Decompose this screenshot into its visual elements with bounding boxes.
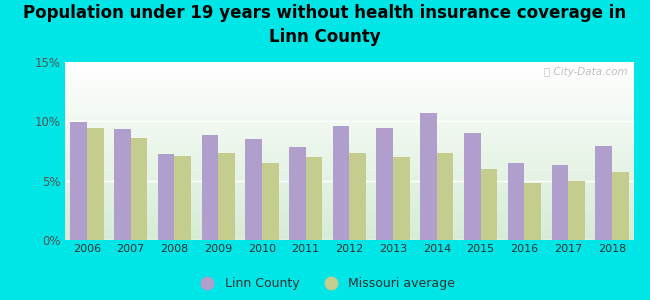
- Bar: [421, 113, 437, 240]
- Bar: [174, 155, 191, 240]
- Bar: [376, 128, 393, 240]
- Bar: [262, 163, 278, 240]
- Bar: [87, 128, 103, 240]
- Bar: [437, 153, 454, 240]
- Bar: [70, 122, 87, 240]
- Bar: [525, 183, 541, 240]
- Bar: [595, 146, 612, 240]
- Bar: [218, 153, 235, 240]
- Bar: [202, 135, 218, 240]
- Bar: [306, 157, 322, 240]
- Text: Population under 19 years without health insurance coverage in
Linn County: Population under 19 years without health…: [23, 4, 627, 46]
- Bar: [551, 165, 568, 240]
- Bar: [245, 139, 262, 240]
- Bar: [114, 129, 131, 240]
- Bar: [464, 133, 480, 240]
- Legend: Linn County, Missouri average: Linn County, Missouri average: [191, 273, 459, 294]
- Bar: [612, 172, 629, 240]
- Bar: [350, 153, 366, 240]
- Bar: [393, 157, 410, 240]
- Bar: [158, 154, 174, 240]
- Bar: [333, 126, 350, 240]
- Bar: [508, 163, 525, 240]
- Bar: [480, 169, 497, 240]
- Text: ⓘ City-Data.com: ⓘ City-Data.com: [545, 67, 628, 77]
- Bar: [289, 147, 306, 240]
- Bar: [131, 138, 148, 240]
- Bar: [568, 181, 585, 240]
